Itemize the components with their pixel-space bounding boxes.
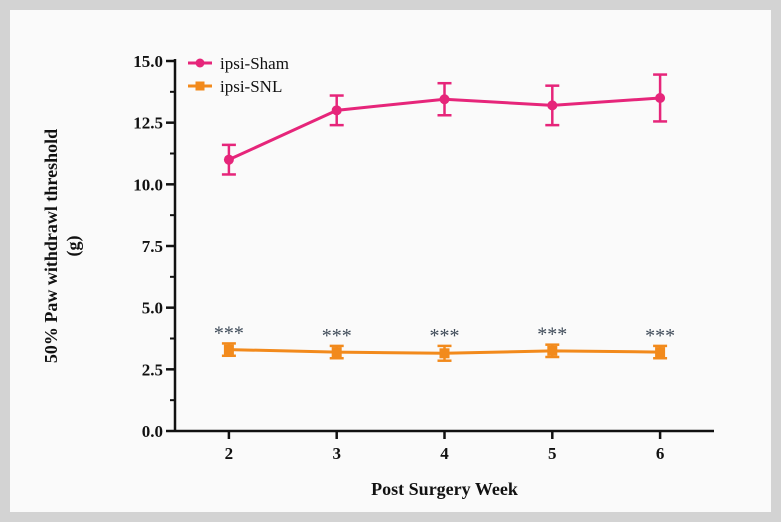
significance-marker: *** — [645, 325, 675, 347]
y-tick-label: 10.0 — [133, 175, 163, 194]
legend-label-snl: ipsi-SNL — [220, 77, 282, 96]
y-tick-label: 15.0 — [133, 52, 163, 71]
y-tick-label: 5.0 — [142, 299, 163, 318]
x-tick-label: 3 — [332, 444, 341, 463]
y-axis-label-line1: 50% Paw withdrawl threshold — [41, 129, 61, 363]
x-tick-label: 6 — [656, 444, 665, 463]
significance-marker: *** — [430, 325, 460, 347]
data-point-snl — [439, 348, 450, 359]
legend-marker-snl — [195, 81, 205, 91]
y-tick-label: 2.5 — [142, 360, 163, 379]
data-point-sham — [223, 154, 234, 165]
line-chart: 0.0 2.5 5.0 7.5 10.0 12.5 15.0 2 3 4 5 6 Post Surger… — [41, 52, 714, 499]
data-point-sham — [655, 93, 666, 103]
data-point-snl — [223, 344, 234, 355]
y-tick-label: 12.5 — [133, 114, 163, 133]
data-point-sham — [547, 100, 558, 111]
y-tick-label: 0.0 — [142, 422, 163, 441]
chart-frame: 0.0 2.5 5.0 7.5 10.0 12.5 15.0 2 3 4 5 6 Post Surger… — [10, 10, 771, 512]
data-point-snl — [655, 347, 666, 358]
x-tick-label: 5 — [548, 444, 557, 463]
legend-label-sham: ipsi-Sham — [220, 54, 289, 73]
significance-marker: *** — [214, 322, 244, 344]
y-tick-label: 7.5 — [142, 237, 163, 256]
x-axis-label: Post Surgery Week — [371, 479, 518, 499]
y-axis-label-line2: (g) — [63, 236, 84, 257]
legend-marker-sham — [195, 58, 205, 68]
significance-marker: *** — [322, 325, 352, 347]
significance-marker: *** — [537, 324, 567, 346]
data-point-sham — [439, 94, 450, 105]
data-point-snl — [331, 347, 342, 358]
x-tick-label: 4 — [440, 444, 449, 463]
x-tick-label: 2 — [225, 444, 234, 463]
data-point-snl — [547, 345, 558, 356]
data-point-sham — [331, 105, 342, 116]
